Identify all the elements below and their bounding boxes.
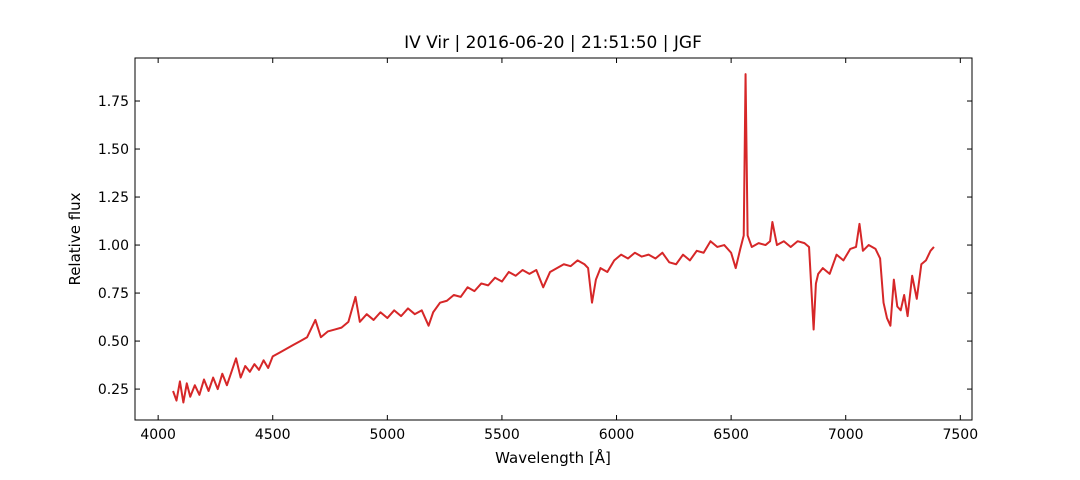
y-tick-label: 1.00 <box>98 238 129 254</box>
x-tick-label: 6500 <box>713 427 749 443</box>
y-tick-label: 0.50 <box>98 334 129 350</box>
chart-title: IV Vir | 2016-06-20 | 21:51:50 | JGF <box>404 33 702 53</box>
x-tick-label: 4500 <box>255 427 291 443</box>
x-tick-label: 4000 <box>140 427 176 443</box>
y-tick-label: 1.25 <box>98 190 129 206</box>
y-tick-label: 1.50 <box>98 142 129 158</box>
x-tick-label: 7000 <box>828 427 864 443</box>
y-tick-label: 1.75 <box>98 94 129 110</box>
x-tick-label: 5000 <box>370 427 406 443</box>
x-tick-label: 7500 <box>942 427 978 443</box>
x-tick-label: 5500 <box>484 427 520 443</box>
y-axis-label: Relative flux <box>66 192 84 285</box>
spectrum-line <box>172 73 935 404</box>
plot-frame <box>134 57 973 421</box>
x-axis-label: Wavelength [Å] <box>495 448 611 467</box>
y-tick-label: 0.25 <box>98 382 129 398</box>
x-tick-label: 6000 <box>599 427 635 443</box>
y-tick-label: 0.75 <box>98 286 129 302</box>
